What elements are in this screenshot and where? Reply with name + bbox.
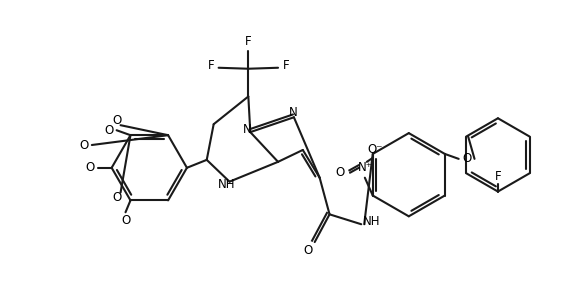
Text: O: O [104, 124, 113, 137]
Text: O: O [79, 139, 88, 152]
Text: NH: NH [218, 178, 235, 191]
Text: N: N [243, 123, 252, 136]
Text: F: F [207, 59, 214, 72]
Text: F: F [282, 59, 289, 72]
Text: F: F [495, 170, 501, 183]
Text: O: O [121, 214, 130, 227]
Text: O: O [336, 166, 345, 179]
Text: O: O [85, 161, 95, 174]
Text: N: N [289, 106, 297, 119]
Text: O⁻: O⁻ [367, 143, 383, 157]
Text: O: O [303, 244, 312, 258]
Text: O: O [112, 191, 121, 204]
Text: O: O [112, 114, 121, 127]
Text: N⁺: N⁺ [357, 161, 372, 174]
Text: NH: NH [362, 215, 380, 228]
Text: F: F [245, 35, 252, 47]
Text: O: O [462, 152, 471, 165]
